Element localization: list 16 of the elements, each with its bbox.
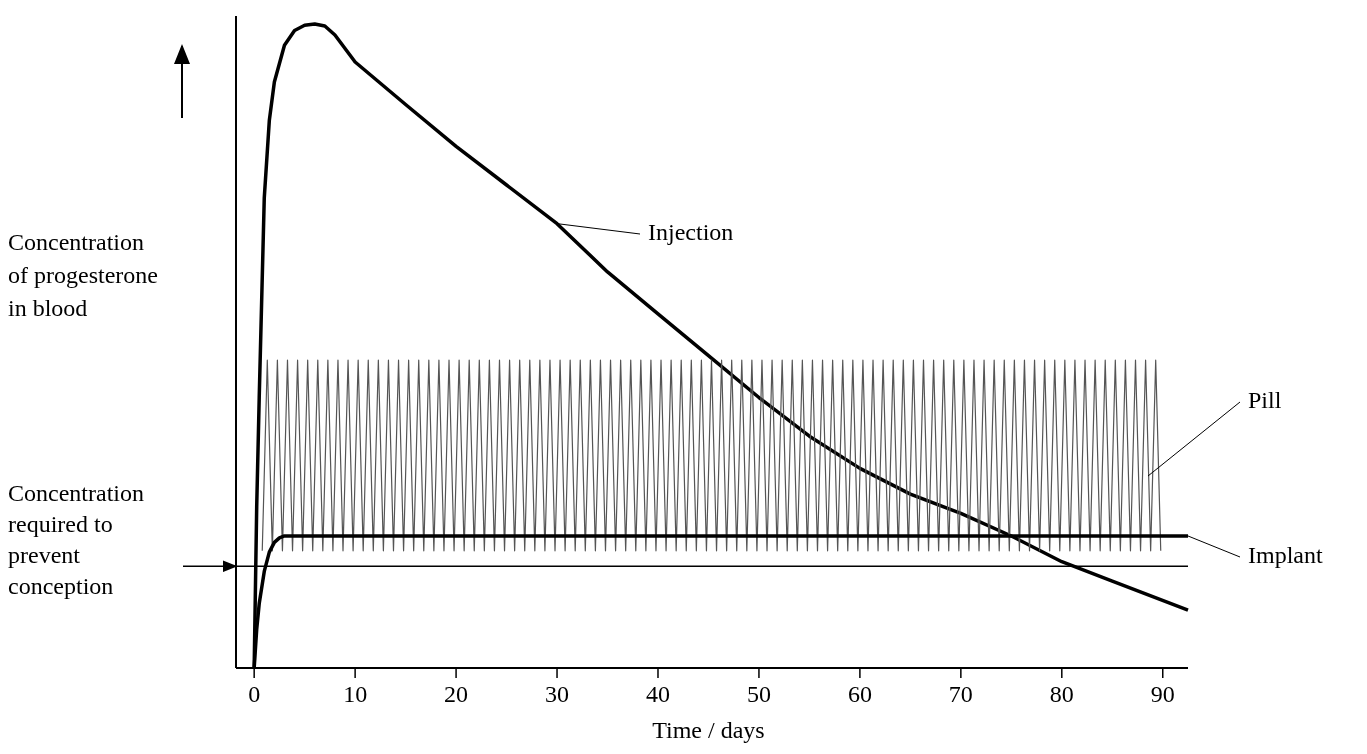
x-tick-label: 40 [645, 681, 670, 707]
y-axis-title: Concentration of progesterone in blood [8, 229, 158, 321]
x-tick-label: 70 [948, 681, 973, 707]
text: Pill [1248, 387, 1282, 413]
x-tick-label: 30 [545, 681, 570, 707]
x-tick-label: 20 [444, 681, 469, 707]
x-tick-label: 10 [343, 681, 368, 707]
ref-line-label: Concentration required to prevent conception [8, 480, 144, 600]
x-tick-label: 50 [746, 681, 771, 707]
x-tick-label: 90 [1150, 681, 1175, 707]
x-tick-label: 60 [847, 681, 872, 707]
x-axis-title: Time / days [652, 717, 765, 743]
legend-label: Implant [1248, 542, 1323, 568]
x-tick-label: 80 [1049, 681, 1074, 707]
legend-label: Injection [648, 219, 734, 245]
x-tick-label: 0 [248, 681, 261, 707]
